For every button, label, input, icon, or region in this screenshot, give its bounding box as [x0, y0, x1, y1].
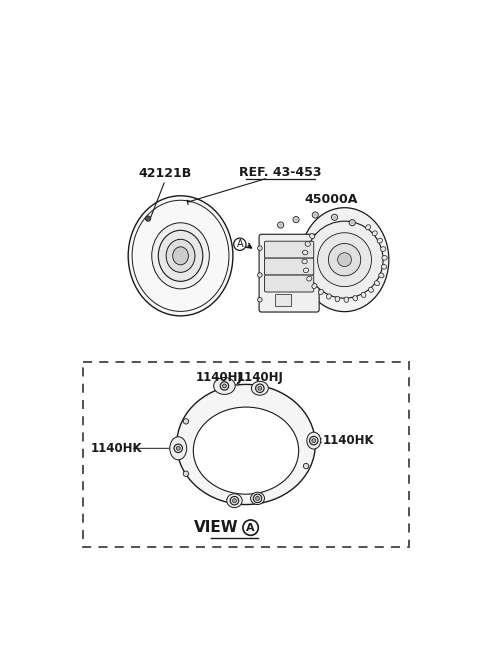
FancyBboxPatch shape	[259, 234, 319, 312]
Circle shape	[223, 384, 227, 388]
Circle shape	[183, 471, 189, 476]
Circle shape	[243, 520, 258, 535]
Circle shape	[314, 213, 317, 216]
Text: A: A	[237, 239, 243, 249]
Ellipse shape	[300, 208, 389, 312]
Text: 1140HJ: 1140HJ	[196, 371, 242, 384]
Ellipse shape	[214, 377, 235, 394]
Circle shape	[333, 216, 336, 219]
Ellipse shape	[303, 268, 309, 273]
Ellipse shape	[251, 492, 264, 504]
Ellipse shape	[302, 259, 307, 264]
Circle shape	[303, 463, 309, 469]
Circle shape	[256, 384, 264, 392]
Ellipse shape	[302, 250, 308, 255]
Ellipse shape	[158, 230, 203, 281]
Circle shape	[230, 497, 239, 505]
Text: 1140HK: 1140HK	[90, 442, 142, 455]
Ellipse shape	[319, 289, 324, 295]
Ellipse shape	[252, 381, 268, 395]
Ellipse shape	[170, 437, 187, 460]
Ellipse shape	[379, 273, 384, 277]
Circle shape	[258, 297, 262, 302]
Ellipse shape	[193, 407, 299, 494]
Ellipse shape	[366, 225, 371, 230]
Ellipse shape	[381, 264, 387, 269]
Ellipse shape	[353, 296, 358, 301]
Ellipse shape	[166, 239, 195, 272]
Circle shape	[258, 386, 262, 390]
Ellipse shape	[381, 247, 386, 251]
Ellipse shape	[374, 281, 380, 285]
Circle shape	[232, 499, 236, 502]
Ellipse shape	[310, 234, 315, 239]
Circle shape	[258, 246, 262, 251]
Circle shape	[332, 215, 337, 220]
Ellipse shape	[307, 276, 312, 281]
FancyBboxPatch shape	[264, 258, 314, 275]
Circle shape	[312, 439, 316, 443]
Text: 42121B: 42121B	[139, 167, 192, 180]
Circle shape	[328, 243, 361, 276]
Circle shape	[145, 216, 151, 221]
Text: A: A	[246, 523, 255, 533]
FancyBboxPatch shape	[264, 275, 314, 292]
Circle shape	[174, 444, 182, 453]
Text: VIEW: VIEW	[193, 520, 238, 535]
Ellipse shape	[361, 293, 366, 298]
Text: 1140HJ: 1140HJ	[237, 371, 283, 384]
Circle shape	[318, 233, 372, 287]
Ellipse shape	[377, 238, 383, 243]
Circle shape	[258, 273, 262, 277]
Ellipse shape	[305, 241, 311, 246]
Circle shape	[253, 494, 262, 502]
Circle shape	[293, 216, 299, 222]
Circle shape	[234, 238, 246, 251]
Ellipse shape	[335, 297, 340, 302]
Circle shape	[220, 382, 228, 390]
Circle shape	[277, 222, 284, 228]
Ellipse shape	[173, 247, 189, 265]
Circle shape	[256, 497, 260, 501]
Circle shape	[176, 446, 180, 450]
Circle shape	[295, 218, 298, 221]
Ellipse shape	[307, 432, 321, 449]
Ellipse shape	[152, 223, 209, 289]
Bar	[275, 295, 291, 306]
Circle shape	[279, 224, 282, 226]
FancyBboxPatch shape	[264, 241, 314, 258]
Ellipse shape	[326, 294, 331, 299]
Circle shape	[351, 221, 354, 224]
Circle shape	[312, 212, 318, 218]
Ellipse shape	[369, 287, 373, 293]
Ellipse shape	[128, 195, 233, 316]
Circle shape	[349, 220, 355, 226]
Ellipse shape	[312, 283, 317, 289]
Ellipse shape	[227, 494, 242, 508]
Circle shape	[310, 436, 318, 445]
Circle shape	[337, 253, 351, 266]
Ellipse shape	[344, 297, 348, 302]
Text: 45000A: 45000A	[304, 193, 358, 206]
Ellipse shape	[372, 231, 377, 236]
Bar	[83, 362, 409, 547]
Text: 1140HK: 1140HK	[323, 434, 374, 447]
Text: REF. 43-453: REF. 43-453	[240, 166, 322, 179]
Circle shape	[306, 221, 383, 298]
Ellipse shape	[382, 256, 387, 260]
Ellipse shape	[177, 384, 315, 504]
Circle shape	[183, 419, 189, 424]
